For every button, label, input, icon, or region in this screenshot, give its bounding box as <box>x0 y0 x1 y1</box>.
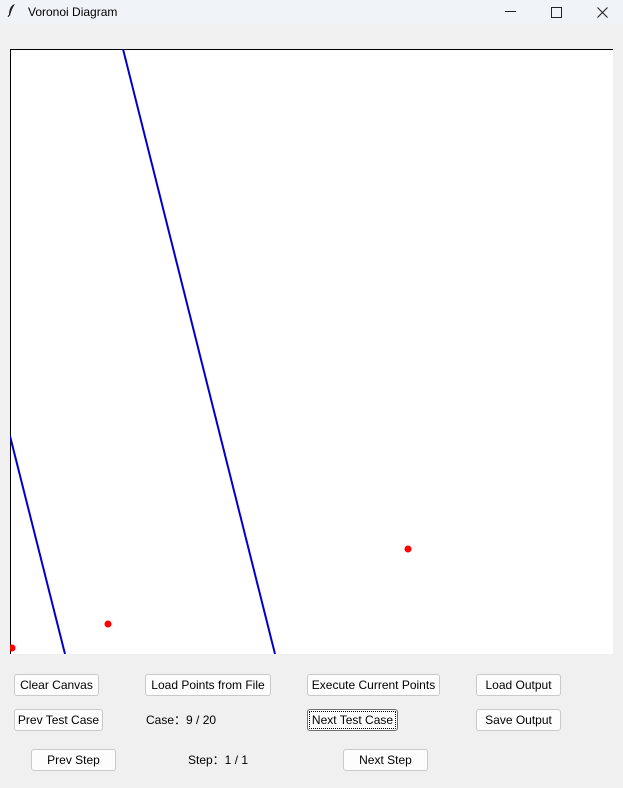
next-step-button[interactable]: Next Step <box>343 749 428 771</box>
window-title: Voronoi Diagram <box>28 5 118 19</box>
voronoi-edge <box>122 49 276 654</box>
drawing-canvas[interactable] <box>10 49 613 654</box>
voronoi-edge <box>10 435 66 654</box>
site-point <box>10 644 16 652</box>
minimize-button[interactable] <box>487 0 533 24</box>
case-counter-label: Case：9 / 20 <box>146 713 217 727</box>
site-point <box>404 545 412 553</box>
load-points-button[interactable]: Load Points from File <box>145 674 271 696</box>
feather-icon <box>7 3 17 21</box>
prev-test-case-button[interactable]: Prev Test Case <box>14 709 103 731</box>
prev-step-button[interactable]: Prev Step <box>31 749 116 771</box>
close-button[interactable] <box>579 0 623 24</box>
load-output-button[interactable]: Load Output <box>476 674 561 696</box>
step-counter-label: Step：1 / 1 <box>188 753 249 767</box>
save-output-button[interactable]: Save Output <box>476 709 561 731</box>
site-point <box>104 620 112 628</box>
next-test-case-button[interactable]: Next Test Case <box>307 709 398 731</box>
execute-points-button[interactable]: Execute Current Points <box>307 674 440 696</box>
maximize-button[interactable] <box>533 0 579 24</box>
clear-canvas-button[interactable]: Clear Canvas <box>14 674 99 696</box>
title-bar: Voronoi Diagram <box>0 0 623 24</box>
